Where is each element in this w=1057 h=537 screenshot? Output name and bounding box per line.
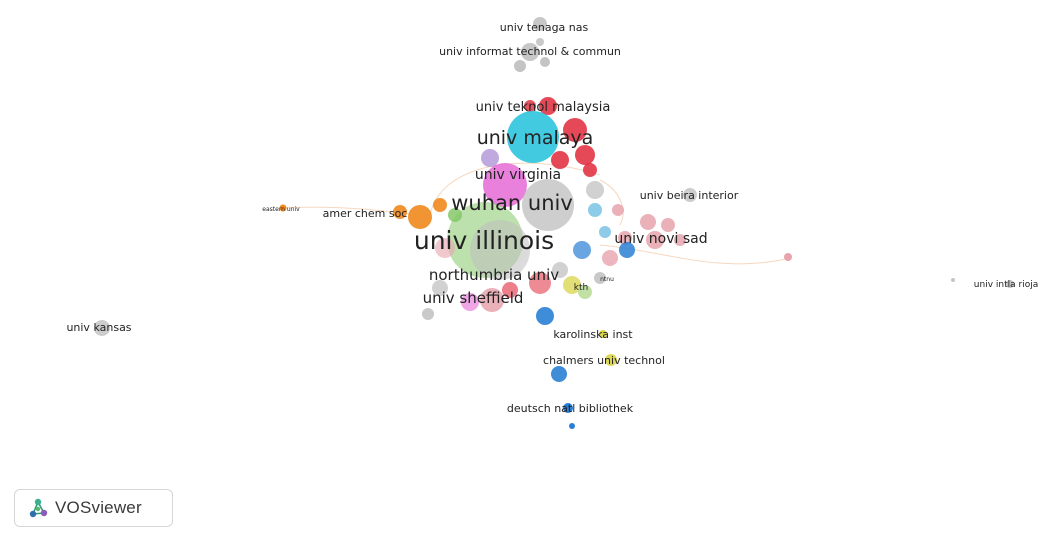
node-wuhan-univ[interactable] — [522, 179, 574, 231]
label-univ-informat: univ informat technol & commun — [439, 45, 621, 58]
label-univ-malaya: univ malaya — [477, 127, 594, 149]
node-bubble[interactable] — [536, 307, 554, 325]
node-bubble[interactable] — [435, 238, 455, 258]
node-bubble[interactable] — [448, 208, 462, 222]
node-bubble[interactable] — [599, 226, 611, 238]
node-bubble[interactable] — [569, 423, 575, 429]
label-northumbria-univ: northumbria univ — [429, 266, 559, 284]
node-bubble[interactable] — [514, 60, 526, 72]
node-univ-malaya[interactable] — [507, 111, 559, 163]
label-univ-teknol-malaysia: univ teknol malaysia — [476, 100, 611, 115]
node-univ-intla-rioja[interactable] — [1006, 280, 1014, 288]
node-univ-informat[interactable] — [521, 43, 539, 61]
node-bubble[interactable] — [661, 218, 675, 232]
node-bubble[interactable] — [674, 234, 686, 246]
node-amer-chem-soc[interactable] — [408, 205, 432, 229]
node-bubble[interactable] — [422, 308, 434, 320]
node-univ-sheffield[interactable] — [480, 288, 504, 312]
node-bubble[interactable] — [618, 231, 632, 245]
node-bubble[interactable] — [551, 151, 569, 169]
link-curve — [599, 179, 624, 226]
node-bubble[interactable] — [433, 198, 447, 212]
node-univ-beira-interior[interactable] — [683, 188, 697, 202]
label-univ-illinois: univ illinois — [414, 226, 554, 255]
label-layer: univ tenaga nas univ informat technol & … — [66, 21, 1038, 415]
node-bubble[interactable] — [502, 282, 518, 298]
node-bubble[interactable] — [583, 163, 597, 177]
node-bubble[interactable] — [612, 204, 624, 216]
node-bubble[interactable] — [393, 205, 407, 219]
label-chalmers-univ-technol: chalmers univ technol — [543, 354, 665, 367]
node-bubble[interactable] — [563, 118, 587, 142]
node-bubble[interactable] — [540, 57, 550, 67]
node-deutsch-natl-bibliothek[interactable] — [563, 403, 573, 413]
label-univ-novi-sad: univ novi sad — [614, 231, 707, 247]
node-univ-kansas[interactable] — [94, 320, 110, 336]
label-univ-tenaga-nas: univ tenaga nas — [500, 21, 589, 34]
link-curve — [429, 162, 601, 216]
label-karolinska-inst: karolinska inst — [553, 328, 633, 341]
node-kth[interactable] — [563, 276, 581, 294]
label-univ-virginia: univ virginia — [475, 167, 561, 183]
node-bubble[interactable] — [784, 253, 792, 261]
node-bubble[interactable] — [640, 214, 656, 230]
node-bubble[interactable] — [578, 285, 592, 299]
node-karolinska-inst[interactable] — [599, 330, 607, 338]
label-univ-sheffield: univ sheffield — [423, 289, 524, 307]
label-univ-kansas: univ kansas — [66, 321, 131, 334]
node-bubble[interactable] — [575, 145, 595, 165]
node-univ-virginia[interactable] — [483, 163, 527, 207]
label-univ-intla-rioja: univ intla rioja — [974, 280, 1038, 290]
vosviewer-logo-icon — [27, 497, 49, 519]
node-chalmers-univ-technol[interactable] — [605, 354, 617, 366]
node-bubble[interactable] — [573, 241, 591, 259]
label-kth: kth — [574, 283, 588, 293]
node-univ-tenaga-nas[interactable] — [533, 17, 547, 31]
label-deutsch-natl-bibliothek: deutsch natl bibliothek — [507, 402, 634, 415]
node-layer — [94, 17, 1014, 429]
node-bubble[interactable] — [536, 38, 544, 46]
node-univ-novi-sad[interactable] — [646, 231, 664, 249]
label-amer-chem-soc: amer chem soc — [323, 207, 408, 220]
label-univ-beira-interior: univ beira interior — [640, 189, 739, 202]
node-bubble[interactable] — [481, 149, 499, 167]
node-bubble[interactable] — [432, 280, 448, 296]
node-bubble[interactable] — [552, 262, 568, 278]
node-bubble[interactable] — [951, 278, 955, 282]
node-northumbria-univ[interactable] — [529, 272, 551, 294]
vosviewer-brand-label: VOSviewer — [55, 498, 142, 517]
node-bubble[interactable] — [588, 203, 602, 217]
node-bubble[interactable] — [602, 250, 618, 266]
node-bubble[interactable] — [586, 181, 604, 199]
node-bubble[interactable] — [619, 242, 635, 258]
node-bubble[interactable] — [470, 220, 530, 280]
node-bubble[interactable] — [524, 100, 536, 112]
label-wuhan-univ: wuhan univ — [451, 191, 573, 215]
vosviewer-badge: VOSviewer — [14, 489, 173, 527]
node-bubble[interactable] — [551, 366, 567, 382]
node-univ-teknol-malaysia[interactable] — [539, 97, 557, 115]
node-ntnu[interactable] — [594, 272, 606, 284]
label-eastern-univ: eastern univ — [262, 206, 300, 213]
node-eastern-univ[interactable] — [279, 204, 287, 212]
node-bubble[interactable] — [461, 293, 479, 311]
label-ntnu: ntnu — [600, 276, 614, 283]
